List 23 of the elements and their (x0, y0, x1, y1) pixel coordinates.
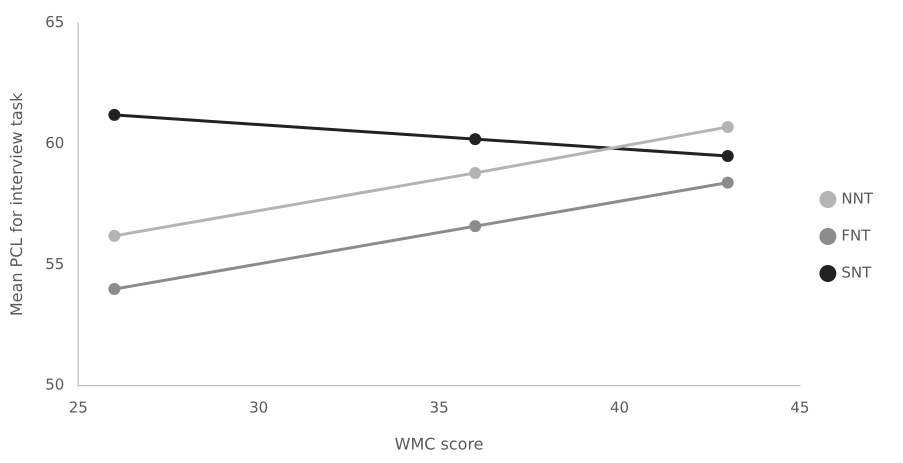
point (722, 121, 734, 134)
legend-label: NNT (841, 189, 874, 208)
point (469, 133, 482, 146)
x-tick-label: 40 (610, 398, 630, 417)
y-tick-label: 55 (45, 254, 64, 273)
x-tick-label: 30 (249, 398, 268, 417)
legend-label: SNT (841, 263, 872, 282)
point (108, 230, 120, 242)
y-tick-label: 60 (45, 134, 64, 152)
x-tick-label: 45 (790, 398, 810, 417)
point (722, 150, 734, 162)
x-tick-label: 35 (430, 398, 449, 417)
point (108, 283, 120, 296)
y-tick-label: 50 (45, 376, 64, 394)
x-axis-title: WMC score (394, 434, 484, 454)
x-tick-label: 25 (68, 398, 88, 417)
legend-label: FNT (841, 226, 872, 244)
point (722, 176, 734, 189)
y-tick-label: 65 (45, 12, 64, 31)
y-axis-title: Mean PCL for interview task (6, 92, 26, 316)
point (469, 220, 482, 232)
point (469, 166, 482, 179)
point (108, 108, 120, 121)
